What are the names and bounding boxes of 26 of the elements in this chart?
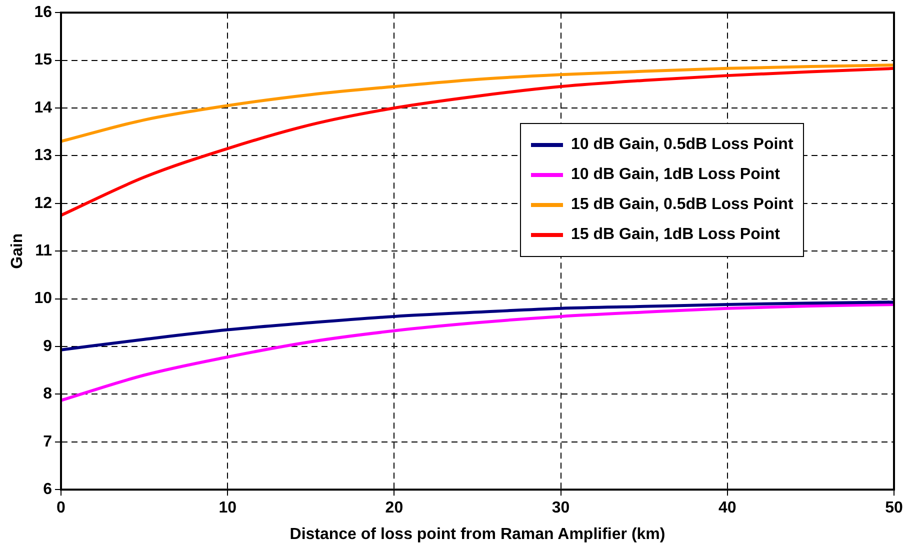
x-tick-label: 40 bbox=[718, 500, 736, 517]
y-axis-title: Gain bbox=[9, 233, 26, 269]
y-tick-label: 6 bbox=[43, 481, 52, 498]
x-tick-label: 50 bbox=[885, 500, 903, 517]
y-tick-label: 8 bbox=[43, 386, 52, 403]
y-tick-label: 11 bbox=[35, 242, 52, 260]
x-tick-label: 10 bbox=[218, 500, 237, 517]
y-tick-label: 7 bbox=[43, 433, 52, 450]
legend-label: 15 dB Gain, 1dB Loss Point bbox=[571, 226, 780, 244]
y-tick-label: 12 bbox=[34, 194, 52, 212]
line-series bbox=[60, 300, 894, 352]
y-tick-label: 9 bbox=[43, 338, 52, 355]
legend-label: 10 dB Gain, 0.5dB Loss Point bbox=[571, 136, 794, 154]
line-series bbox=[60, 66, 894, 217]
y-tick-label: 16 bbox=[34, 4, 52, 22]
y-tick-label: 15 bbox=[34, 52, 52, 69]
y-tick-label: 10 bbox=[34, 290, 52, 308]
y-tick-label: 14 bbox=[34, 99, 52, 116]
x-tick-label: 0 bbox=[56, 500, 66, 517]
x-tick-label: 20 bbox=[385, 500, 404, 517]
line-series bbox=[60, 303, 894, 402]
x-tick-label: 30 bbox=[552, 500, 570, 517]
legend-label: 15 dB Gain, 0.5dB Loss Point bbox=[571, 196, 794, 214]
legend-label: 10 dB Gain, 1dB Loss Point bbox=[571, 166, 780, 184]
x-axis-title: Distance of loss point from Raman Amplifier (km) bbox=[290, 526, 666, 543]
y-tick-label: 13 bbox=[34, 147, 52, 164]
